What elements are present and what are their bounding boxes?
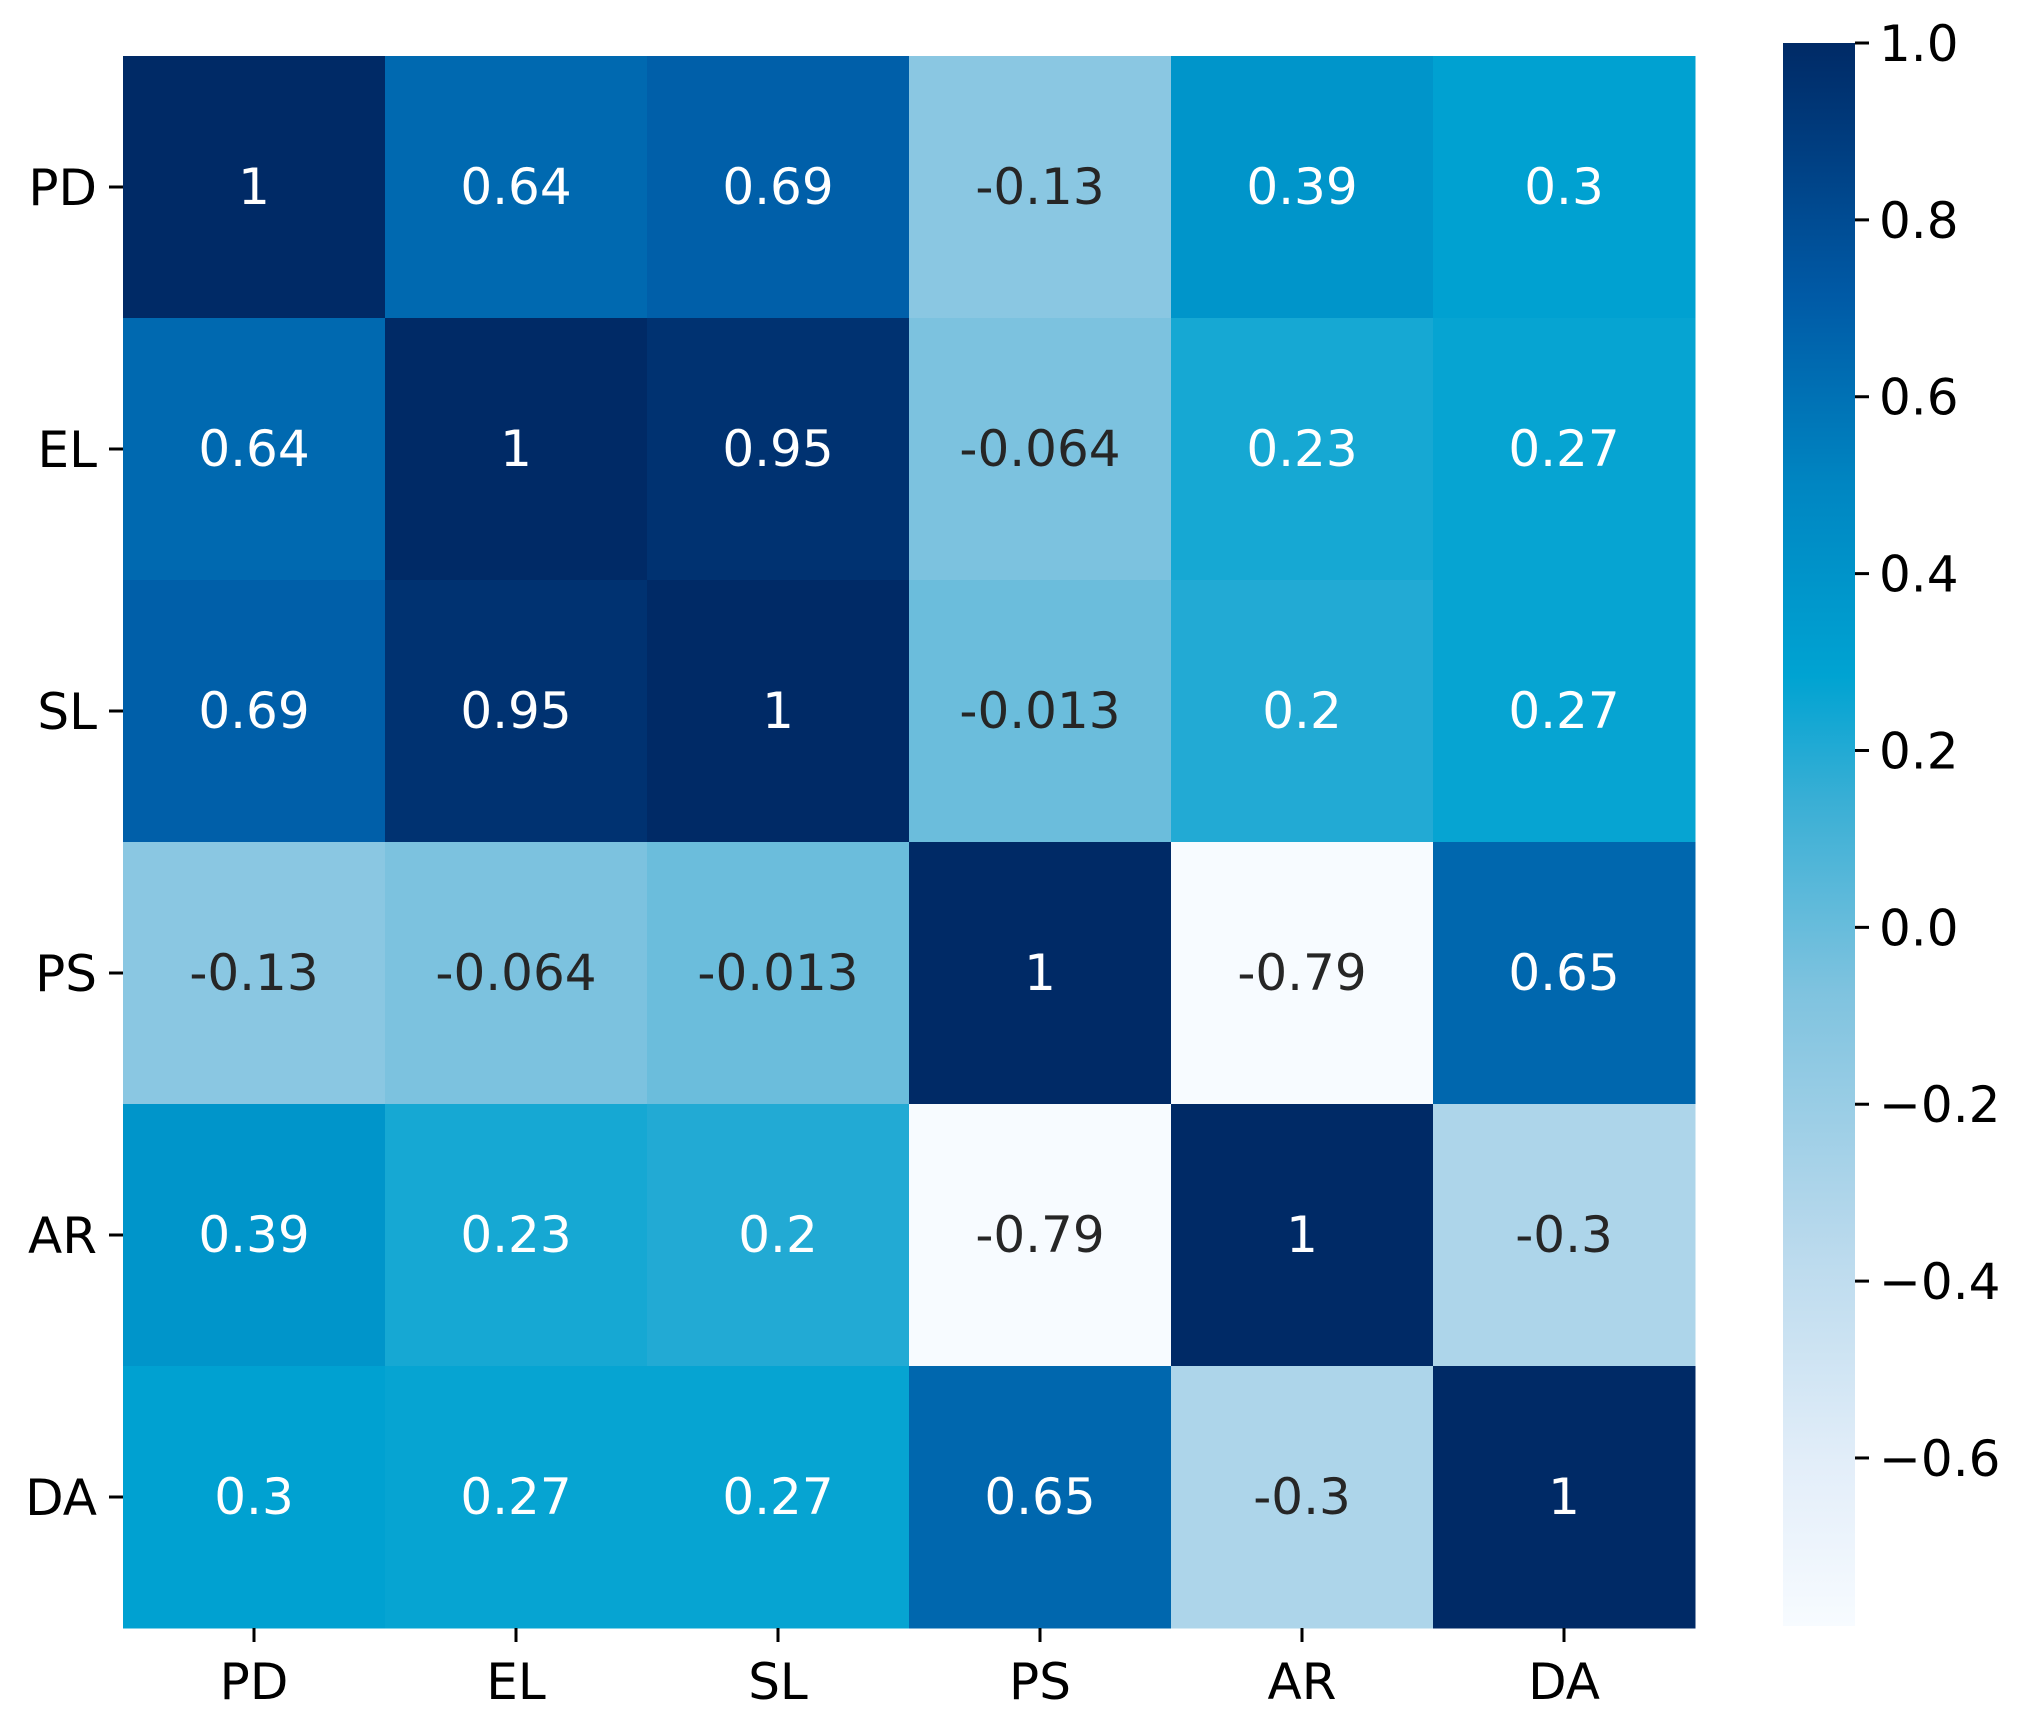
colorbar-tick-label: −0.2	[1879, 1076, 2000, 1134]
cell-label: -0.13	[189, 944, 318, 1002]
cell-label: -0.013	[697, 944, 858, 1002]
cell-label: 0.27	[722, 1468, 833, 1526]
cell-label: 0.64	[460, 158, 571, 216]
colorbar-tick-label: 0.0	[1879, 899, 1959, 957]
x-tick-label: PD	[220, 1653, 289, 1711]
x-axis: PD EL SL PS AR DA	[220, 1628, 1600, 1711]
x-tick-label: SL	[748, 1653, 808, 1711]
colorbar-tick-label: 0.2	[1879, 722, 1959, 780]
cell-label: 0.3	[214, 1468, 294, 1526]
cell-label: -0.3	[1253, 1468, 1351, 1526]
cell-label: -0.013	[959, 682, 1120, 740]
cell-label: -0.064	[959, 420, 1120, 478]
cell-label: -0.79	[1237, 944, 1366, 1002]
y-tick-label: PD	[28, 159, 97, 217]
cell-label: 0.23	[460, 1206, 571, 1264]
cell-label: 0.64	[198, 420, 309, 478]
colorbar-tick-label: 1.0	[1879, 15, 1959, 73]
y-tick-label: EL	[38, 421, 98, 479]
y-tick-label: DA	[25, 1469, 97, 1527]
y-tick-label: SL	[37, 683, 97, 741]
x-tick-label: AR	[1268, 1653, 1337, 1711]
cell-label: 0.27	[1508, 682, 1619, 740]
cell-label: -0.3	[1515, 1206, 1613, 1264]
cell-label: 1	[1286, 1206, 1318, 1264]
y-axis: PD EL SL PS AR DA	[25, 159, 123, 1527]
cell-label: 1	[762, 682, 794, 740]
colorbar-gradient	[1783, 43, 1855, 1626]
cell-label: 1	[1548, 1468, 1580, 1526]
cell-label: 0.23	[1246, 420, 1357, 478]
cell-label: -0.064	[435, 944, 596, 1002]
cell-label: 1	[238, 158, 270, 216]
cell-label: 0.2	[738, 1206, 818, 1264]
cell-label: 0.95	[722, 420, 833, 478]
cell-label: 0.27	[460, 1468, 571, 1526]
y-tick-label: PS	[35, 945, 97, 1003]
cell-label: 0.3	[1524, 158, 1604, 216]
cell-label: 0.69	[722, 158, 833, 216]
heatmap-chart: 1 0.64 0.69 -0.13 0.39 0.3 0.64 1 0.95 -0.064 0.23…	[0, 0, 2031, 1717]
colorbar: 1.0 0.8 0.6 0.4 0.2 0.0 −0.2 −0.4 −0.6	[1783, 15, 2000, 1626]
chart-svg: 1 0.64 0.69 -0.13 0.39 0.3 0.64 1 0.95 -0.064 0.23…	[0, 0, 2031, 1717]
cell-label: 0.27	[1508, 420, 1619, 478]
colorbar-tick-label: −0.4	[1879, 1253, 2000, 1311]
cell-label: 1	[1024, 944, 1056, 1002]
colorbar-tick-label: 0.8	[1879, 192, 1959, 250]
x-tick-label: EL	[486, 1653, 546, 1711]
cell-label: 0.69	[198, 682, 309, 740]
heatmap-cells	[123, 56, 1696, 1629]
cell-label: 0.39	[1246, 158, 1357, 216]
cell-label: 0.65	[984, 1468, 1095, 1526]
cell-label: 0.39	[198, 1206, 309, 1264]
y-tick-label: AR	[28, 1207, 97, 1265]
cell-label: -0.79	[975, 1206, 1104, 1264]
cell-label: -0.13	[975, 158, 1104, 216]
colorbar-tick-label: 0.4	[1879, 546, 1959, 604]
colorbar-tick-label: −0.6	[1879, 1430, 2000, 1488]
cell-label: 0.2	[1262, 682, 1342, 740]
cell-label: 1	[500, 420, 532, 478]
cell-label: 0.65	[1508, 944, 1619, 1002]
x-tick-label: PS	[1009, 1653, 1071, 1711]
cell-label: 0.95	[460, 682, 571, 740]
x-tick-label: DA	[1528, 1653, 1600, 1711]
colorbar-tick-label: 0.6	[1879, 369, 1959, 427]
